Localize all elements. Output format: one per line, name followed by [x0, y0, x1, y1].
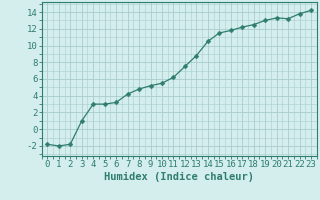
- X-axis label: Humidex (Indice chaleur): Humidex (Indice chaleur): [104, 172, 254, 182]
